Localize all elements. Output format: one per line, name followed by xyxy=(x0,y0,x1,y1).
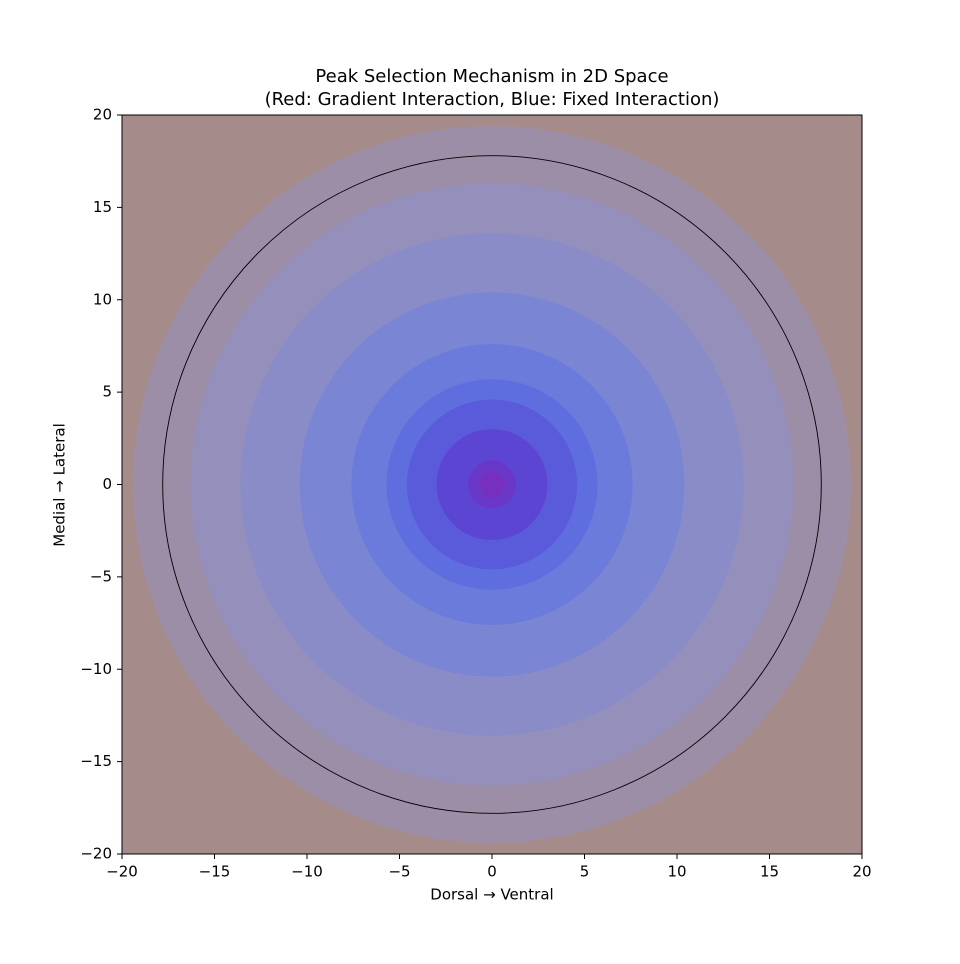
y-tick-label: −20 xyxy=(80,845,112,863)
y-tick-label: 20 xyxy=(93,106,112,124)
x-axis-label: Dorsal → Ventral xyxy=(430,886,553,904)
x-tick-label: 20 xyxy=(852,863,871,881)
chart-subtitle: (Red: Gradient Interaction, Blue: Fixed … xyxy=(265,89,720,110)
x-tick-label: 10 xyxy=(667,863,686,881)
x-tick-label: −10 xyxy=(291,863,323,881)
y-tick-label: 15 xyxy=(93,198,112,216)
y-tick-label: 0 xyxy=(102,475,112,493)
y-tick-label: 10 xyxy=(93,290,112,308)
chart-title: Peak Selection Mechanism in 2D Space xyxy=(315,66,668,87)
contour-core xyxy=(478,471,506,498)
plot-area xyxy=(122,115,862,854)
y-axis-label: Medial → Lateral xyxy=(51,423,69,547)
y-tick-label: −5 xyxy=(90,567,112,585)
reference-circle xyxy=(162,155,822,814)
y-tick-label: −10 xyxy=(80,660,112,678)
x-tick-label: −5 xyxy=(388,863,410,881)
x-tick-label: −20 xyxy=(106,863,138,881)
x-tick-label: 15 xyxy=(760,863,779,881)
y-tick-label: −15 xyxy=(80,752,112,770)
x-tick-label: −15 xyxy=(199,863,231,881)
y-tick-label: 5 xyxy=(102,383,112,401)
x-tick-label: 0 xyxy=(487,863,497,881)
x-tick-label: 5 xyxy=(580,863,590,881)
